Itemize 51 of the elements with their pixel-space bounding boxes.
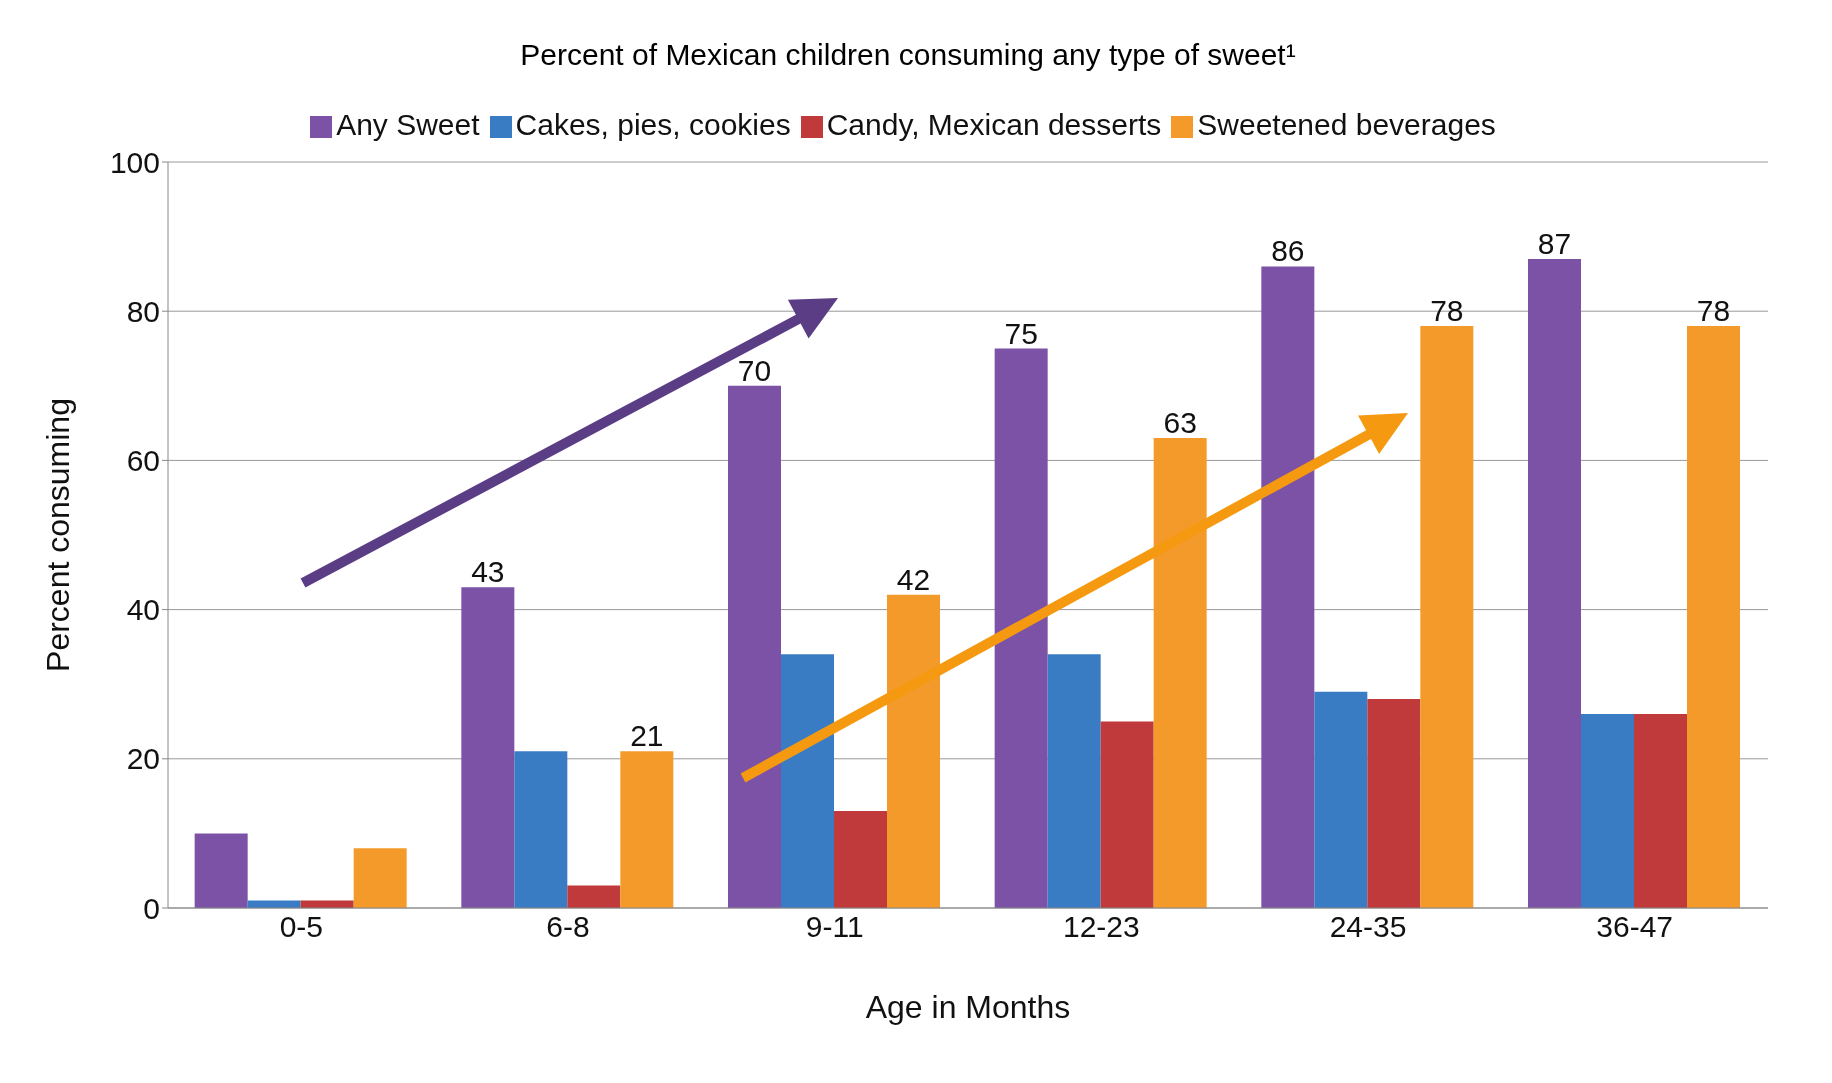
- bar: [1420, 326, 1474, 908]
- x-tick-label: 6-8: [546, 910, 590, 944]
- bar: [353, 848, 407, 908]
- bar: [1314, 691, 1368, 908]
- data-label: 75: [1004, 316, 1038, 350]
- bar: [834, 811, 887, 908]
- chart-title: Percent of Mexican children consuming any type of sweet¹: [519, 37, 1297, 73]
- data-label: 63: [1163, 406, 1197, 440]
- bar: [1153, 438, 1207, 908]
- x-tick-label: 24-35: [1329, 910, 1407, 944]
- bar: [1261, 266, 1315, 908]
- y-axis-title: Percent consuming: [40, 398, 77, 672]
- bar: [1634, 714, 1687, 908]
- data-label: 42: [896, 562, 931, 596]
- data-label: 78: [1430, 294, 1464, 328]
- data-label: 86: [1271, 234, 1305, 268]
- data-label: 70: [737, 353, 772, 387]
- bar: [1367, 699, 1421, 908]
- legend-label: Cakes, pies, cookies: [515, 108, 791, 141]
- bar: [620, 751, 674, 908]
- y-tick-label: 100: [109, 145, 160, 179]
- bar: [567, 885, 621, 908]
- y-tick-label: 60: [126, 444, 160, 478]
- x-tick-label: 12-23: [1062, 910, 1140, 944]
- bar: [1100, 721, 1154, 908]
- bar: [514, 751, 568, 908]
- bar: [1687, 326, 1740, 908]
- bar: [994, 348, 1048, 908]
- data-label: 87: [1537, 226, 1572, 260]
- legend-label: Any Sweet: [336, 108, 480, 141]
- data-label: 43: [471, 555, 505, 589]
- y-tick-label: 0: [143, 891, 160, 925]
- legend-label: Sweetened beverages: [1197, 108, 1496, 141]
- bar: [1047, 654, 1101, 908]
- bar: [781, 654, 834, 908]
- bar: [1581, 714, 1634, 908]
- bar: [1528, 258, 1581, 908]
- legend-label: Candy, Mexican desserts: [826, 108, 1162, 141]
- bar: [728, 385, 781, 908]
- bar: [194, 833, 248, 908]
- bar: [887, 594, 940, 908]
- x-tick-label: 36-47: [1596, 910, 1674, 944]
- x-tick-label: 9-11: [805, 910, 864, 944]
- x-tick-label: 0-5: [279, 910, 324, 944]
- x-axis-title: Age in Months: [865, 989, 1071, 1025]
- data-label: 21: [630, 719, 664, 753]
- data-label: 78: [1696, 294, 1731, 328]
- bar: [461, 587, 515, 908]
- y-tick-label: 80: [126, 294, 160, 328]
- y-tick-label: 40: [126, 593, 160, 627]
- y-tick-label: 20: [126, 742, 160, 776]
